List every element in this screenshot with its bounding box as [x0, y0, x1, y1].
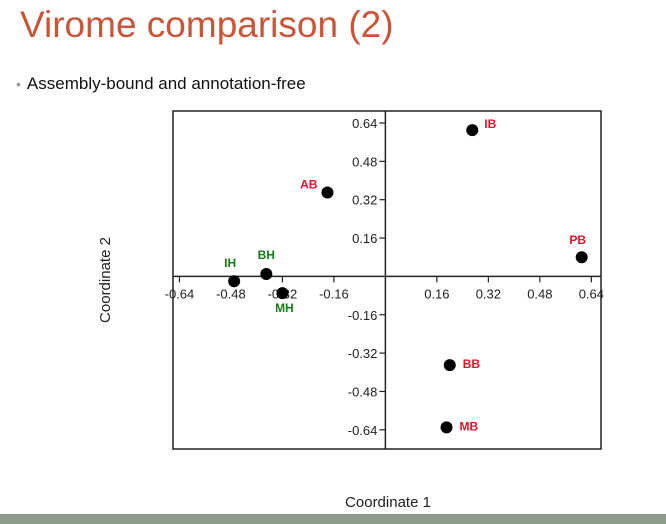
- y-tick-label: 0.32: [352, 193, 377, 208]
- x-tick-label: 0.32: [476, 286, 501, 301]
- point-label-ih: IH: [224, 256, 236, 270]
- point-label-mh: MH: [275, 301, 294, 315]
- y-tick-label: -0.16: [348, 308, 378, 323]
- data-point-mh: [276, 287, 289, 300]
- bullet-item: • Assembly-bound and annotation-free: [16, 74, 306, 94]
- axes: -0.64 -0.48 -0.32 -0.16 0.16 0.32 0.48 0.64 0.64…: [165, 111, 604, 449]
- x-axis-label: Coordinate 1: [345, 494, 431, 511]
- y-tick-label: 0.64: [352, 116, 377, 131]
- bullet-text: Assembly-bound and annotation-free: [26, 74, 306, 93]
- footer-bar: [0, 514, 666, 524]
- x-tick-label: 0.48: [527, 286, 552, 301]
- x-tick-label: -0.48: [216, 286, 246, 301]
- slide-title: Virome comparison (2): [20, 4, 394, 45]
- y-tick-label: 0.48: [352, 154, 377, 169]
- point-label-pb: PB: [569, 233, 586, 247]
- point-label-ab: AB: [300, 178, 318, 192]
- point-label-ib: IB: [484, 117, 496, 131]
- data-point-mb: [440, 421, 453, 434]
- point-label-mb: MB: [460, 419, 479, 433]
- y-tick-label: -0.64: [348, 423, 378, 438]
- bullet-dot-icon: •: [16, 76, 21, 92]
- data-point-bh: [260, 268, 273, 281]
- y-tick-label: -0.32: [348, 346, 378, 361]
- point-label-bb: BB: [463, 357, 481, 371]
- y-tick-label: -0.48: [348, 384, 378, 399]
- point-label-bh: BH: [258, 248, 275, 262]
- y-axis-label: Coordinate 2: [97, 237, 114, 323]
- x-tick-label: 0.64: [579, 286, 604, 301]
- x-tick-label: -0.64: [165, 286, 195, 301]
- data-point-ih: [228, 275, 241, 288]
- x-tick-label: 0.16: [424, 286, 449, 301]
- data-points: IB AB PB BH IH MH BB MB: [224, 117, 588, 434]
- data-point-bb: [443, 359, 456, 372]
- data-point-pb: [575, 251, 588, 264]
- data-point-ab: [321, 186, 334, 199]
- plot-frame: [172, 110, 602, 450]
- data-point-ib: [466, 124, 479, 137]
- y-tick-label: 0.16: [352, 231, 377, 246]
- x-tick-label: -0.16: [319, 286, 349, 301]
